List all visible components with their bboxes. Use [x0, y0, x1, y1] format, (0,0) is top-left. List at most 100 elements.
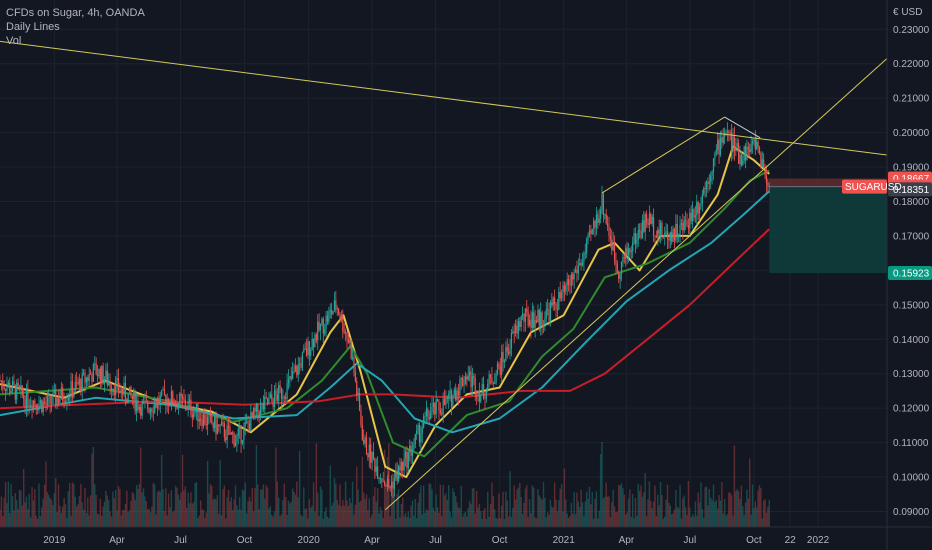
volume-bar	[137, 488, 139, 527]
volume-bar	[133, 493, 135, 527]
candle-body	[736, 143, 738, 147]
candle-body	[409, 445, 411, 452]
volume-bar	[70, 515, 72, 527]
volume-bar	[296, 481, 298, 527]
x-tick-label: Oct	[746, 535, 762, 546]
volume-bar	[365, 494, 368, 527]
candle-body	[491, 377, 493, 384]
candle-body	[569, 284, 571, 286]
volume-bar	[735, 491, 737, 527]
volume-bar	[57, 484, 60, 527]
candle-body	[148, 409, 150, 413]
volume-bar	[135, 485, 138, 527]
candle-body	[129, 386, 131, 393]
volume-bar	[204, 517, 206, 527]
trendlines[interactable]	[0, 40, 888, 511]
volume-bar	[434, 511, 436, 527]
candle-body	[127, 392, 129, 404]
candle-body	[85, 377, 88, 383]
candle-body	[119, 390, 121, 393]
volume-bar	[287, 500, 290, 527]
candle-body	[45, 403, 47, 405]
legend-title[interactable]: CFDs on Sugar, 4h, OANDA	[6, 7, 145, 19]
volume-bar	[371, 514, 373, 527]
candle-body	[328, 311, 330, 322]
volume-bar	[218, 513, 220, 527]
chart-legend: CFDs on Sugar, 4h, OANDA Daily Lines Vol	[6, 6, 145, 48]
volume-bar	[32, 500, 35, 527]
candle-body	[254, 408, 256, 412]
volume-bar	[142, 488, 145, 527]
candle-body	[538, 309, 540, 327]
candle-body	[60, 387, 62, 399]
candle-body	[427, 408, 429, 418]
volume-bar	[286, 515, 288, 527]
volume-bar	[666, 484, 669, 527]
x-tick-label: Jul	[174, 535, 187, 546]
volume-bar	[708, 488, 711, 527]
volume-bar	[456, 502, 458, 527]
volume-bar	[335, 483, 337, 527]
volume-bar	[190, 492, 192, 527]
candle-body	[489, 374, 492, 378]
legend-volume[interactable]: Vol	[6, 35, 22, 47]
candle-body	[566, 279, 568, 286]
candle-body	[393, 478, 395, 489]
candle-body	[386, 478, 389, 487]
volume-bar	[322, 518, 325, 527]
candle-body	[9, 382, 11, 393]
price-axis[interactable]: 0.09000 0.10000 0.11000 0.12000 0.13000 0.140…	[886, 0, 930, 550]
candle-body	[318, 321, 320, 331]
x-tick-label: Oct	[492, 535, 508, 546]
volume-bar	[36, 518, 39, 527]
volume-bar	[6, 503, 8, 527]
volume-bar	[425, 509, 428, 527]
volume-bar	[318, 516, 320, 527]
volume-bar	[556, 511, 559, 527]
candle-body	[513, 331, 515, 334]
volume-bar	[379, 507, 382, 527]
legend-daily-lines[interactable]: Daily Lines	[6, 21, 60, 33]
candle-body	[703, 188, 705, 195]
volume-bar	[87, 497, 89, 527]
volume-bar	[415, 518, 418, 527]
candle-body	[183, 398, 185, 401]
volume-bar	[252, 511, 255, 527]
candle-body	[225, 437, 227, 440]
candle-body	[531, 312, 533, 329]
time-axis[interactable]: 2019 Apr Jul Oct 2020 Apr Jul Oct 2021 Apr Jul Oct 2…	[0, 526, 932, 546]
candle-body	[137, 400, 139, 411]
volume-bar	[725, 515, 727, 527]
volume-bar	[16, 500, 18, 527]
candle-body	[230, 432, 232, 435]
volume-bar	[471, 488, 474, 527]
candle-body	[3, 386, 5, 389]
volume-bar	[184, 486, 187, 527]
candle-body	[278, 385, 280, 401]
volume-bar	[651, 508, 653, 527]
volume-bar	[768, 500, 770, 527]
candle-body	[710, 175, 712, 182]
candle-body	[52, 392, 54, 404]
volume-bar	[101, 515, 103, 527]
candle-body	[586, 238, 588, 254]
candle-body	[375, 466, 377, 472]
candle-body	[691, 209, 694, 221]
volume-bar	[502, 491, 504, 527]
volume-bar	[353, 514, 355, 527]
volume-bar	[657, 494, 659, 527]
volume-bar	[475, 490, 478, 527]
volume-bar	[188, 503, 191, 527]
volume-bar	[247, 501, 249, 527]
volume-bar	[308, 499, 311, 527]
candle-body	[732, 136, 734, 152]
candle-body	[410, 445, 412, 456]
volume-bar	[248, 496, 251, 527]
candle-body	[161, 389, 163, 396]
candle-body	[181, 396, 184, 399]
volume-bar	[573, 492, 575, 527]
candle-body	[280, 387, 283, 399]
candle-body	[340, 314, 343, 321]
volume-bar	[169, 507, 171, 527]
